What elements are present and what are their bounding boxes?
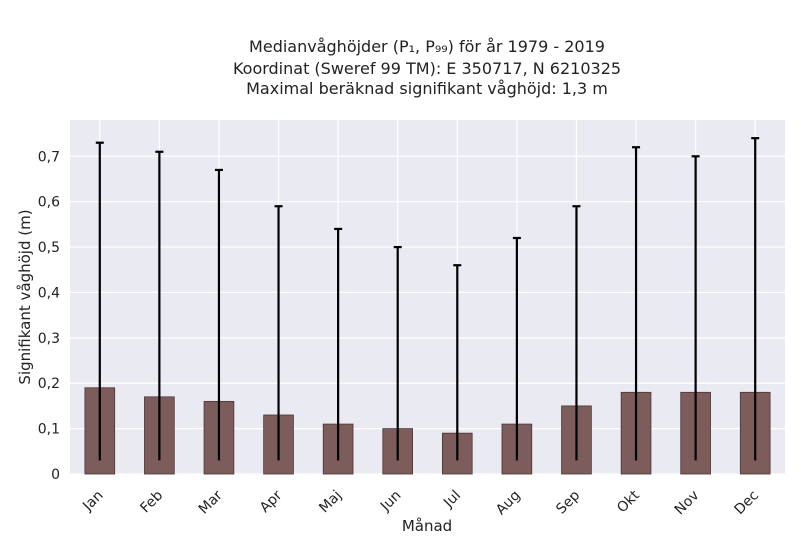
y-ticks: 0 0,1 0,2 0,3 0,4 0,5 0,6 0,7 [38, 149, 60, 483]
y-tick-label: 0,6 [38, 195, 60, 211]
chart-title-line-1: Medianvåghöjder (P₁, P₉₉) för år 1979 - … [249, 37, 605, 56]
x-tick-label: Jun [377, 488, 404, 515]
x-ticks: Jan Feb Mar Apr Maj Jun Jul Aug Sep Okt Nov Dec [79, 487, 762, 518]
x-tick-label: Maj [316, 488, 345, 517]
plot-area [70, 120, 785, 474]
x-tick-label: Jul [440, 488, 464, 512]
chart-title-line-2: Koordinat (Sweref 99 TM): E 350717, N 62… [233, 59, 621, 78]
y-tick-label: 0,7 [38, 149, 60, 165]
x-axis-label: Månad [402, 517, 452, 535]
y-tick-label: 0,5 [38, 240, 60, 256]
x-tick-label: Feb [137, 487, 166, 516]
x-tick-label: Nov [672, 488, 703, 519]
y-tick-label: 0 [51, 467, 60, 483]
x-tick-label: Apr [257, 487, 286, 516]
y-axis-label: Signifikant våghöjd (m) [16, 209, 34, 384]
x-tick-label: Dec [732, 488, 762, 518]
error-bars [95, 137, 760, 461]
x-tick-label: Okt [614, 487, 643, 516]
x-tick-label: Mar [196, 487, 226, 517]
x-tick-label: Aug [493, 488, 524, 519]
y-tick-label: 0,2 [38, 376, 60, 392]
chart-title-line-3: Maximal beräknad signifikant våghöjd: 1,… [246, 79, 608, 98]
x-tick-label: Sep [553, 487, 583, 517]
y-tick-label: 0,3 [38, 331, 60, 347]
y-tick-label: 0,4 [38, 285, 60, 301]
x-tick-label: Jan [79, 488, 106, 515]
y-tick-label: 0,1 [38, 422, 60, 438]
